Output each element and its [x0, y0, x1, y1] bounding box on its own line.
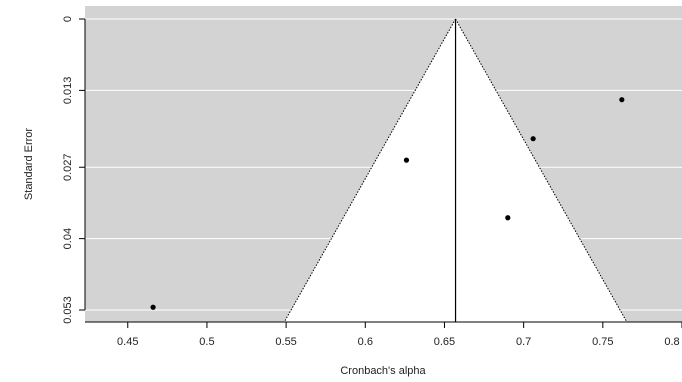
y-tick-label: 0.04 — [62, 228, 74, 249]
y-tick-label: 0.013 — [62, 77, 74, 105]
x-tick-label: 0.7 — [516, 336, 531, 348]
y-axis-title: Standard Error — [23, 128, 35, 200]
x-tick-label: 0.55 — [275, 336, 296, 348]
y-tick-label: 0.053 — [62, 296, 74, 324]
funnel-right-boundary — [455, 18, 628, 323]
x-tick-label: 0.45 — [117, 336, 138, 348]
funnel-left-boundary — [283, 18, 456, 323]
data-point — [150, 304, 156, 310]
y-tick-label: 0 — [62, 16, 74, 22]
data-point — [619, 97, 625, 103]
x-tick-label: 0.6 — [358, 336, 373, 348]
y-tick-label: 0.027 — [62, 153, 74, 181]
x-tick-label: 0.5 — [199, 336, 214, 348]
x-tick-label: 0.8 — [664, 336, 679, 348]
data-point — [505, 215, 511, 221]
axes: 0.45 0.5 0.55 0.6 0.65 0.7 0.75 0.8 0 0.013 0.027 0… — [62, 16, 682, 348]
data-point — [403, 157, 410, 163]
data-point — [530, 136, 536, 142]
x-axis-title: Cronbach's alpha — [340, 365, 426, 377]
x-tick-label: 0.65 — [434, 336, 455, 348]
x-tick-label: 0.75 — [592, 336, 613, 348]
plot-area — [85, 6, 682, 323]
